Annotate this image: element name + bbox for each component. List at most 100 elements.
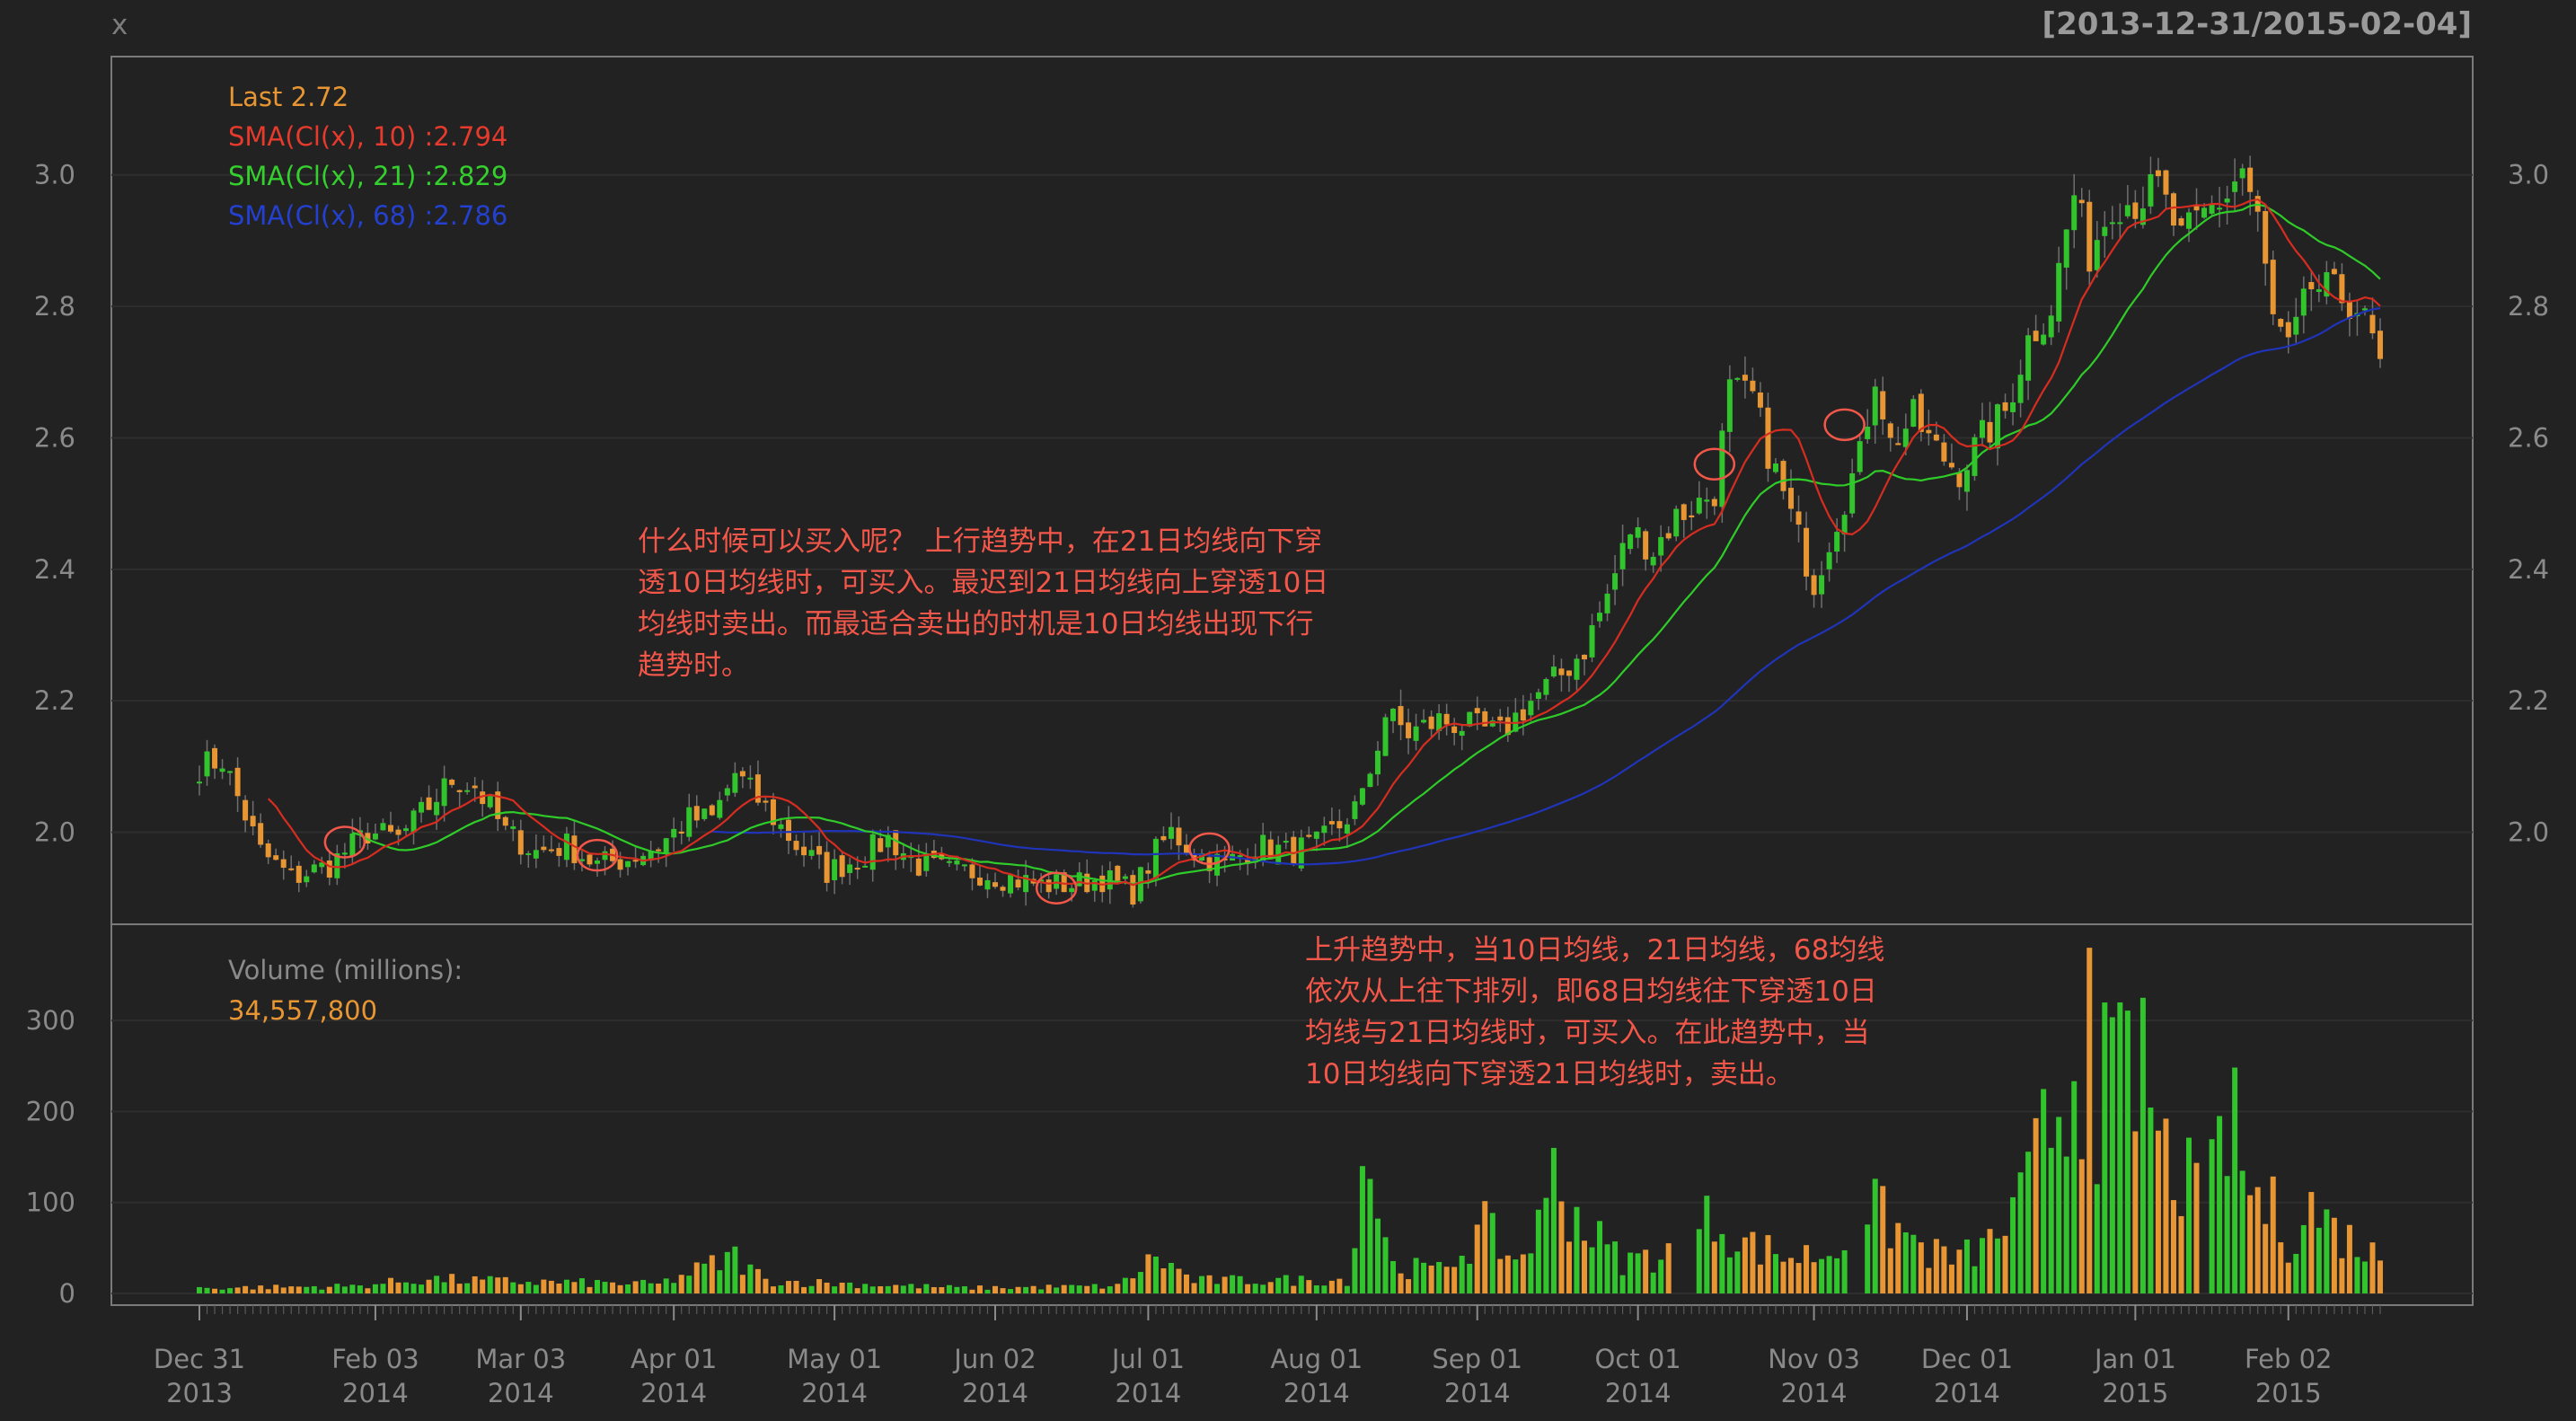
candle-body [434,801,440,816]
volume-bar [1704,1196,1710,1293]
candle-body [533,850,539,859]
price-tick-label-right: 3.0 [2508,160,2549,190]
volume-bar [1665,1243,1672,1293]
volume-bar [854,1288,860,1293]
candle-body [1528,701,1534,716]
candle-body [1183,844,1189,853]
candle-body [1895,443,1901,446]
candle-body [801,846,807,856]
candle-body [296,865,302,883]
volume-bar [234,1287,241,1293]
candle-body [2124,205,2130,216]
volume-bar [1045,1284,1052,1293]
candle-body [304,876,310,883]
price-tick-label-right: 2.0 [2508,817,2549,848]
x-tick-label-month: Jun 02 [952,1344,1036,1374]
candle-body [923,854,930,871]
x-tick-label-month: Apr 01 [631,1344,717,1374]
candle-body [969,864,975,878]
candle-body [1543,679,1549,695]
volume-bar [754,1268,761,1293]
candle-body [1283,841,1289,843]
candle-body [334,852,340,878]
volume-bar [1604,1244,1610,1293]
candle-body [717,799,723,818]
volume-bar [656,1284,662,1293]
volume-bar [517,1284,524,1293]
volume-bar [227,1288,234,1293]
candle-body [2086,201,2093,272]
volume-bar [595,1279,601,1293]
candle-body [732,772,738,793]
volume-bar [625,1284,631,1293]
candle-body [1948,463,1954,468]
volume-bar [1413,1258,1419,1293]
volume-bar [869,1286,876,1293]
volume-bar [2010,1196,2016,1293]
volume-bar [556,1283,562,1293]
volume-bar [808,1285,815,1293]
volume-bar [1214,1284,1221,1293]
x-tick-label-year: 2014 [1115,1378,1181,1408]
volume-bar [1933,1239,1939,1293]
x-tick-label-year: 2013 [166,1378,233,1408]
candle-body [441,778,447,807]
candle-body [1459,730,1465,736]
candle-body [1628,534,1634,550]
volume-bar [349,1284,356,1293]
volume-bar [2209,1139,2215,1293]
candle-body [976,878,983,886]
candle-body [686,807,693,837]
volume-bar [2193,1162,2200,1293]
candle-body [1352,801,1358,819]
volume-bar [1443,1267,1450,1293]
volume-bar [1558,1201,1565,1293]
volume-bar [632,1281,639,1293]
volume-bar [1069,1284,1075,1293]
candle-body [625,861,631,868]
candle-body [2331,269,2337,275]
volume-bar [2369,1242,2376,1293]
candle-body [1788,488,1795,509]
candle-body [1045,879,1052,893]
candle-body [954,861,960,865]
candle-body [2017,375,2024,403]
volume-bar [1183,1274,1189,1293]
volume-bar [1841,1249,1848,1293]
candle-body [1076,872,1082,887]
volume-bar [1948,1264,1954,1293]
volume-bar [1275,1277,1282,1293]
candle-body [656,849,662,852]
candle-body [1267,839,1274,860]
candle-body [219,768,225,772]
candle-body [197,781,202,784]
candle-body [1497,716,1504,721]
candle-body [2224,199,2230,203]
candle-body [1520,709,1526,721]
candle-body [2063,229,2069,268]
volume-bar [273,1284,279,1293]
volume-bar [1168,1262,1174,1293]
candle-body [1428,716,1434,729]
volume-bar [946,1284,952,1293]
volume-bar [1750,1231,1756,1293]
volume-bar [824,1282,830,1293]
volume-tick-label: 100 [26,1187,75,1218]
candle-body [2041,334,2047,345]
candle-body [1467,711,1473,727]
volume-bar [648,1283,654,1293]
volume-bar [296,1286,302,1293]
candle-body [1091,879,1098,891]
volume-title: Volume (millions): [228,955,463,985]
candle-body [1926,429,1932,434]
candle-body [1795,511,1802,525]
volume-bar [1206,1275,1213,1293]
volume-bar [1459,1256,1465,1293]
candle-body [739,771,745,777]
candle-body [869,834,876,870]
candle-body [961,864,967,867]
candle-body [1643,531,1649,560]
volume-bar [1374,1218,1381,1293]
volume-bar [1337,1278,1343,1293]
volume-bar [893,1284,899,1293]
